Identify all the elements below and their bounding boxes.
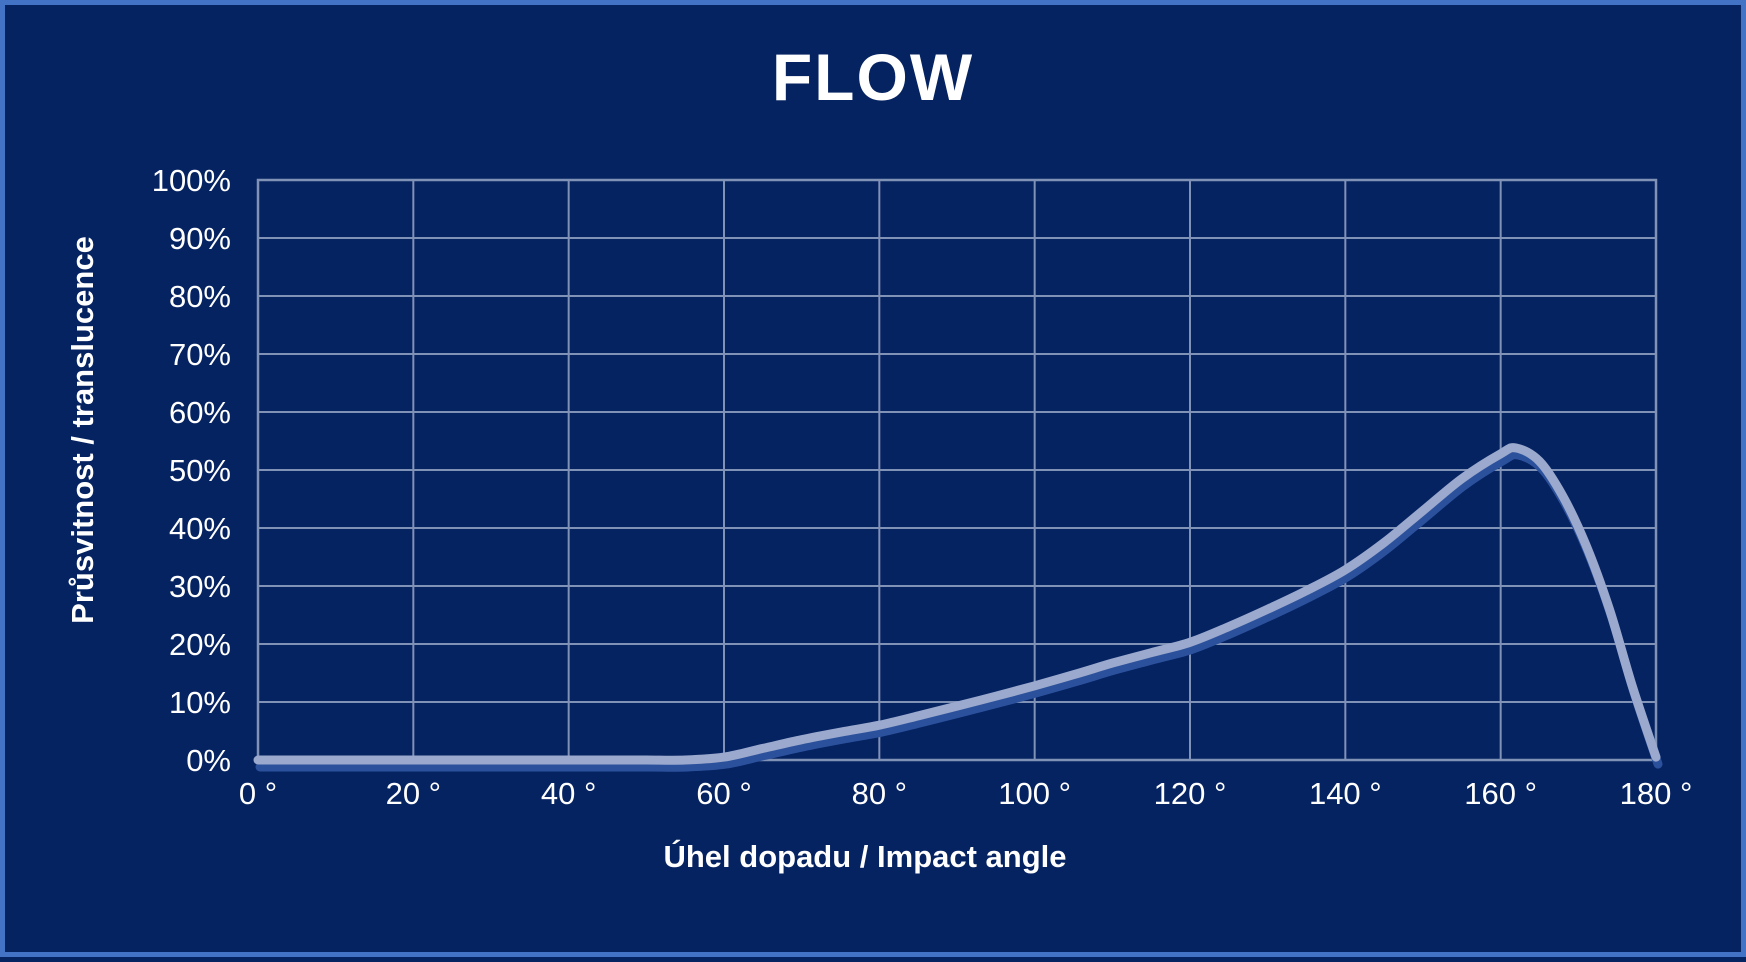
x-tick-label: 20 ° xyxy=(386,776,442,811)
y-tick-label: 50% xyxy=(169,453,231,488)
x-tick-label: 160 ° xyxy=(1464,776,1537,811)
plot-border xyxy=(256,178,1658,762)
x-tick-label: 120 ° xyxy=(1154,776,1227,811)
y-tick-label: 70% xyxy=(169,337,231,372)
x-tick-label: 180 ° xyxy=(1620,776,1693,811)
y-tick-label: 20% xyxy=(169,627,231,662)
y-tick-label: 90% xyxy=(169,221,231,256)
x-tick-label: 80 ° xyxy=(852,776,908,811)
series-main-line xyxy=(253,443,1661,765)
y-tick-label: 60% xyxy=(169,395,231,430)
chart-title: FLOW xyxy=(771,40,975,114)
y-tick-label: 100% xyxy=(152,163,231,198)
x-tick-label: 140 ° xyxy=(1309,776,1382,811)
y-tick-label: 10% xyxy=(169,685,231,720)
x-tick-label: 0 ° xyxy=(239,776,277,811)
y-tick-label: 80% xyxy=(169,279,231,314)
plot-area: 0% 10% 20% 30% 40% 50% 60% 70% 80% 90% 100% 0 ° 20 °… xyxy=(152,163,1693,811)
x-tick-label: 60 ° xyxy=(696,776,752,811)
y-tick-label: 30% xyxy=(169,569,231,604)
x-tick-label: 40 ° xyxy=(541,776,597,811)
series-shadow-line xyxy=(255,450,1663,772)
x-axis-title: Úhel dopadu / Impact angle xyxy=(663,839,1067,874)
y-tick-label: 0% xyxy=(186,743,231,778)
x-tick-label: 100 ° xyxy=(998,776,1071,811)
y-tick-label: 40% xyxy=(169,511,231,546)
